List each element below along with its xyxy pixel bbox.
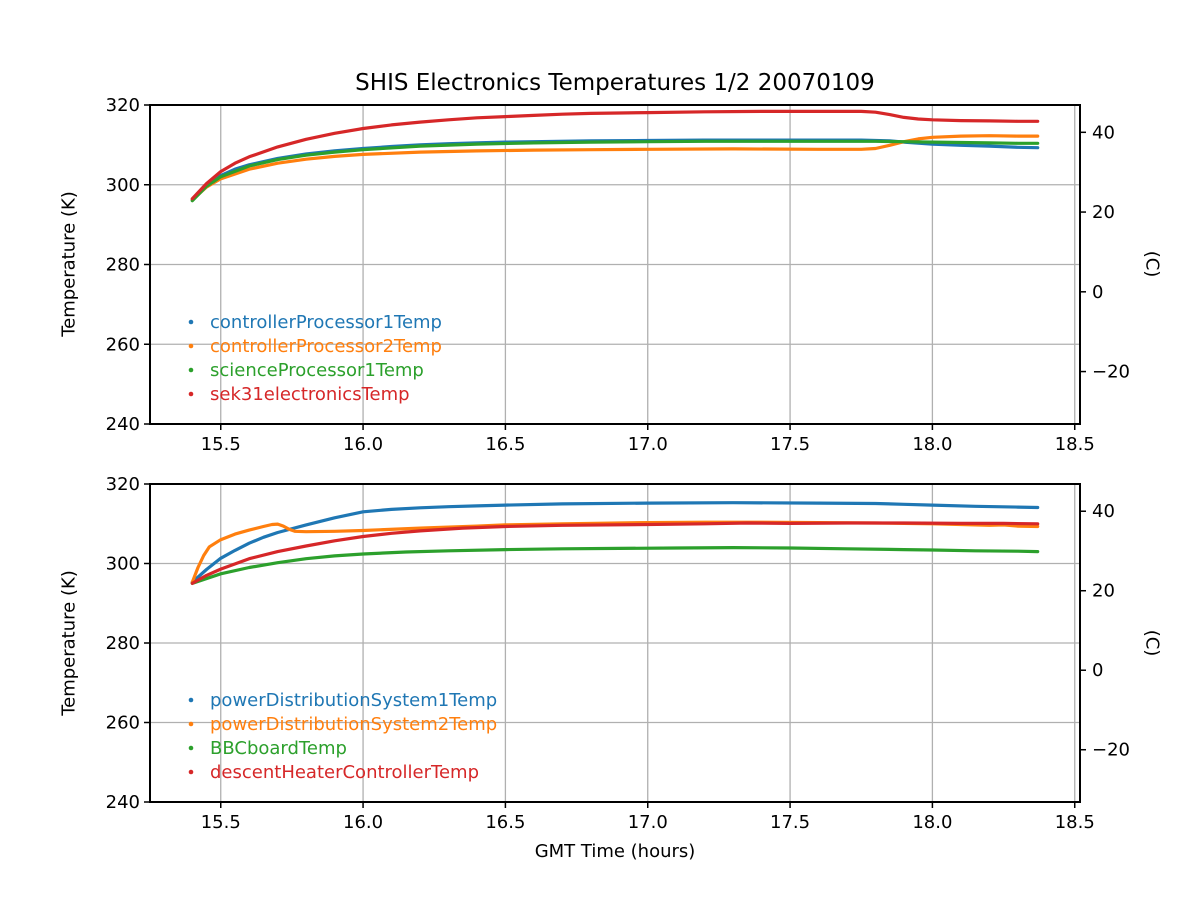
y-tick-label: 300 <box>106 554 140 575</box>
right-y-tick-label: 20 <box>1092 202 1115 223</box>
series-descentHeaterControllerTemp <box>190 521 1040 586</box>
x-tick-label: 16.5 <box>485 812 525 833</box>
legend-marker-scienceProcessor1Temp <box>188 367 194 373</box>
right-y-tick-label: 0 <box>1092 660 1103 681</box>
y-tick-label: 320 <box>106 474 140 495</box>
y-tick-label: 300 <box>106 175 140 196</box>
y-axis-label-bottom: Temperature (K) <box>58 570 80 716</box>
right-y-axis-label-bottom: (C) <box>1141 629 1163 657</box>
legend-label-powerDistributionSystem2Temp: powerDistributionSystem2Temp <box>210 714 497 735</box>
y-tick-label: 260 <box>106 334 140 355</box>
legend-marker-controllerProcessor1Temp <box>188 319 194 325</box>
right-y-tick-label: −20 <box>1092 362 1130 383</box>
legend-label-scienceProcessor1Temp: scienceProcessor1Temp <box>210 360 424 381</box>
legend-label-controllerProcessor1Temp: controllerProcessor1Temp <box>210 312 442 333</box>
legend-marker-powerDistributionSystem1Temp <box>188 697 194 703</box>
x-tick-label: 17.5 <box>770 434 810 455</box>
y-tick-label: 280 <box>106 633 140 654</box>
legend-marker-descentHeaterControllerTemp <box>188 769 194 775</box>
legend-marker-BBCboardTemp <box>188 745 194 751</box>
legend-label-controllerProcessor2Temp: controllerProcessor2Temp <box>210 336 442 357</box>
figure-title: SHIS Electronics Temperatures 1/2 200701… <box>355 70 875 96</box>
legend-label-powerDistributionSystem1Temp: powerDistributionSystem1Temp <box>210 690 497 711</box>
x-tick-label: 16.0 <box>343 434 383 455</box>
x-tick-label: 15.5 <box>201 434 241 455</box>
right-y-tick-label: 20 <box>1092 581 1115 602</box>
legend-marker-sek31electronicsTemp <box>188 391 194 397</box>
legend-marker-controllerProcessor2Temp <box>188 343 194 349</box>
x-tick-label: 18.0 <box>912 812 952 833</box>
x-tick-label: 18.5 <box>1055 812 1095 833</box>
y-tick-label: 260 <box>106 713 140 734</box>
series-powerDistributionSystem1Temp <box>190 501 1040 584</box>
series-controllerProcessor2Temp <box>190 134 1040 202</box>
right-y-tick-label: 40 <box>1092 501 1115 522</box>
x-tick-label: 16.5 <box>485 434 525 455</box>
legend-label-BBCboardTemp: BBCboardTemp <box>210 738 347 759</box>
right-y-axis-label-top: (C) <box>1141 250 1163 278</box>
y-tick-label: 280 <box>106 255 140 276</box>
right-y-tick-label: 0 <box>1092 282 1103 303</box>
y-tick-label: 240 <box>106 414 140 435</box>
x-tick-label: 17.0 <box>628 812 668 833</box>
x-tick-label: 15.5 <box>201 812 241 833</box>
right-y-tick-label: 40 <box>1092 122 1115 143</box>
y-tick-label: 240 <box>106 792 140 813</box>
y-axis-label-top: Temperature (K) <box>58 191 80 337</box>
x-tick-label: 18.0 <box>912 434 952 455</box>
series-scienceProcessor1Temp <box>190 139 1040 203</box>
legend-label-sek31electronicsTemp: sek31electronicsTemp <box>210 384 410 405</box>
right-y-tick-label: −20 <box>1092 740 1130 761</box>
x-axis-label: GMT Time (hours) <box>534 841 696 862</box>
series-sek31electronicsTemp <box>190 109 1040 201</box>
x-tick-label: 17.5 <box>770 812 810 833</box>
legend-marker-powerDistributionSystem2Temp <box>188 721 194 727</box>
series-BBCboardTemp <box>190 545 1040 586</box>
x-tick-label: 17.0 <box>628 434 668 455</box>
series-powerDistributionSystem2Temp <box>190 520 1040 584</box>
x-tick-label: 18.5 <box>1055 434 1095 455</box>
legend-label-descentHeaterControllerTemp: descentHeaterControllerTemp <box>210 762 479 783</box>
y-tick-label: 320 <box>106 95 140 116</box>
x-tick-label: 16.0 <box>343 812 383 833</box>
